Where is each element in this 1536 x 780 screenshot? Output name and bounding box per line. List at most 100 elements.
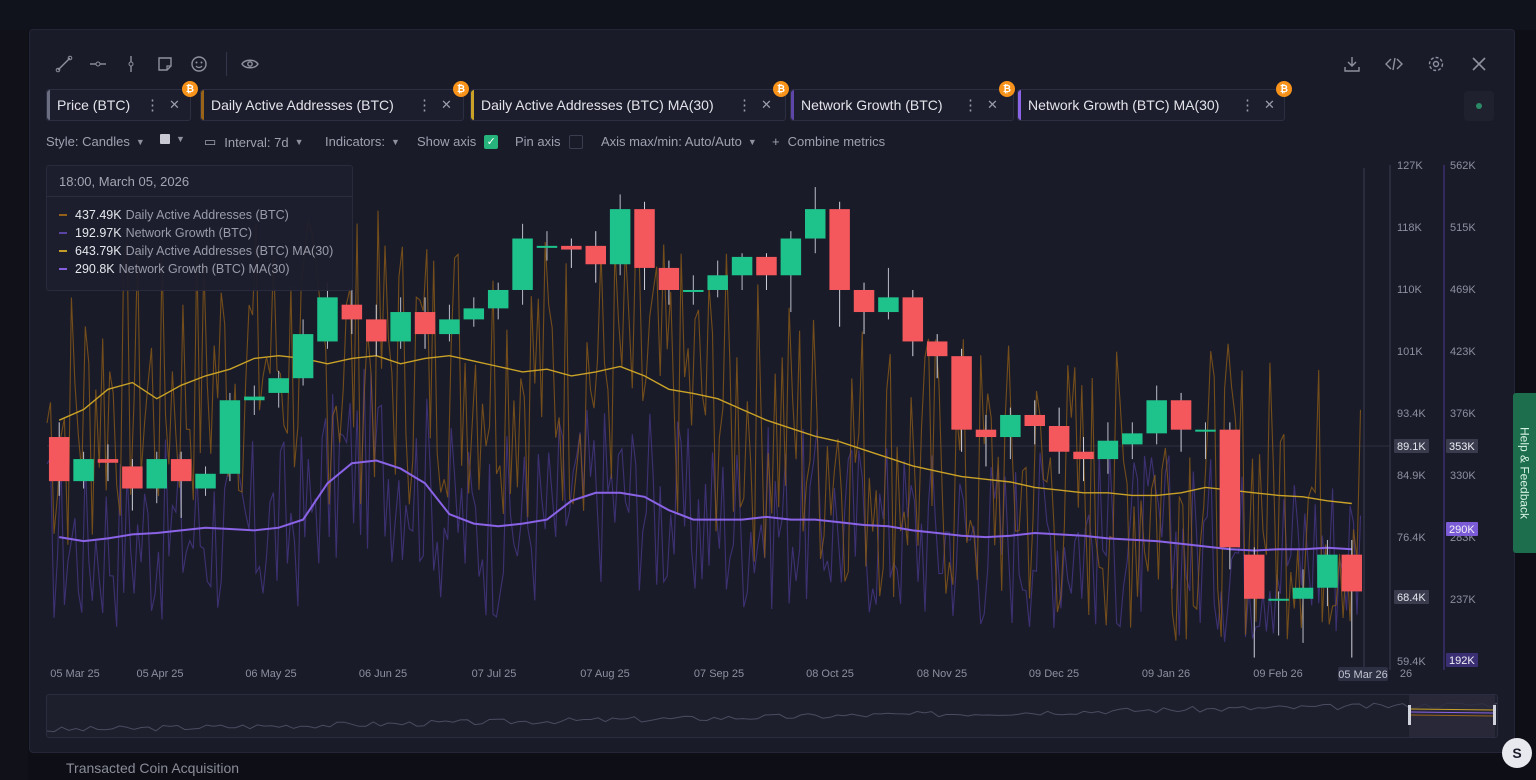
metric-chip[interactable]: Price (BTC) ⋮ ✕ ₿ xyxy=(46,81,198,121)
x-tick-label: 06 Jun 25 xyxy=(359,668,407,680)
metric-chip[interactable]: Network Growth (BTC) MA(30) ⋮ ✕ ₿ xyxy=(1017,81,1292,121)
tooltip-name: Daily Active Addresses (BTC) MA(30) xyxy=(125,244,334,258)
embed-code-icon[interactable] xyxy=(1382,52,1406,76)
tooltip-row: 437.49K Daily Active Addresses (BTC) xyxy=(59,208,289,222)
candle xyxy=(1097,440,1119,460)
tooltip-divider xyxy=(47,196,352,197)
vertical-line-icon[interactable] xyxy=(119,52,143,76)
emoji-icon[interactable] xyxy=(187,52,211,76)
remove-metric-icon[interactable]: ✕ xyxy=(761,97,772,112)
axis-maxmin-select[interactable]: Axis max/min: Auto/Auto ▼ xyxy=(601,134,757,149)
candle xyxy=(1146,400,1167,434)
pin-axis-label: Pin axis xyxy=(515,134,561,149)
chevron-down-icon: ▼ xyxy=(747,136,757,147)
indicators-select[interactable]: Indicators: ▼ xyxy=(325,134,400,149)
candle xyxy=(48,437,70,482)
more-icon[interactable]: ⋮ xyxy=(145,97,160,114)
price-axis-label: 101K xyxy=(1397,346,1423,358)
style-select[interactable]: Style: Candles ▼ xyxy=(46,134,145,149)
metric-label: Price (BTC) xyxy=(57,97,131,113)
download-icon[interactable] xyxy=(1340,52,1364,76)
candle xyxy=(97,459,119,463)
candle xyxy=(463,308,485,320)
network-marker-label: 353K xyxy=(1449,441,1475,453)
candle xyxy=(1048,425,1070,452)
settings-icon[interactable] xyxy=(1424,52,1448,76)
checkbox-unchecked-icon[interactable] xyxy=(568,134,583,149)
assistant-button[interactable]: S xyxy=(1502,738,1532,768)
network-axis-label: 376K xyxy=(1450,408,1476,420)
tooltip-name: Network Growth (BTC) MA(30) xyxy=(118,262,290,276)
navigator-handle[interactable] xyxy=(1493,705,1496,725)
interval-select[interactable]: ▭ Interval: 7d ▼ xyxy=(204,134,304,150)
close-icon[interactable] xyxy=(1467,52,1491,76)
candle xyxy=(1073,451,1094,460)
chart-canvas[interactable]: 05 Mar 25 05 Apr 25 06 May 25 06 Jun 25 07 J… xyxy=(30,30,1514,690)
candle xyxy=(731,256,753,276)
price-axis-label: 84.9K xyxy=(1397,470,1426,482)
tooltip-row: 643.79K Daily Active Addresses (BTC) MA(3… xyxy=(59,244,333,258)
candle xyxy=(683,289,704,292)
metric-color-bar xyxy=(201,90,204,120)
background-sidebar xyxy=(0,30,28,780)
line-tool-icon[interactable] xyxy=(52,52,76,76)
tooltip-value: 290.8K xyxy=(75,262,115,276)
metric-chip[interactable]: Daily Active Addresses (BTC) ⋮ ✕ ₿ xyxy=(200,81,469,121)
tooltip-swatch xyxy=(59,250,67,252)
remove-metric-icon[interactable]: ✕ xyxy=(441,97,452,112)
network-axis-label: 423K xyxy=(1450,346,1476,358)
remove-metric-icon[interactable]: ✕ xyxy=(1264,97,1275,112)
color-swatch xyxy=(160,134,170,144)
metric-label: Daily Active Addresses (BTC) xyxy=(211,97,394,113)
candle xyxy=(951,356,972,430)
tooltip-date: 18:00, March 05, 2026 xyxy=(59,174,190,189)
network-axis-label: 469K xyxy=(1450,284,1476,296)
price-axis-label: 76.4K xyxy=(1397,532,1426,544)
navigator-handle[interactable] xyxy=(1408,705,1411,725)
indicators-label: Indicators: xyxy=(325,134,385,149)
candle xyxy=(219,400,241,474)
candle xyxy=(926,341,948,357)
chart-modal: Price (BTC) ⋮ ✕ ₿ Daily Active Addresses… xyxy=(29,29,1515,753)
tooltip-swatch xyxy=(59,214,67,216)
range-navigator[interactable] xyxy=(46,694,1498,738)
more-icon[interactable]: ⋮ xyxy=(417,97,432,114)
note-icon[interactable] xyxy=(153,52,177,76)
tooltip-swatch xyxy=(59,232,67,234)
candle xyxy=(756,256,777,276)
live-indicator[interactable] xyxy=(1464,91,1494,121)
candle xyxy=(1000,414,1021,438)
background-text: Transacted Coin Acquisition xyxy=(66,760,240,776)
cursor-date-bg xyxy=(1338,667,1388,681)
metric-chip[interactable]: Daily Active Addresses (BTC) MA(30) ⋮ ✕ … xyxy=(470,81,789,121)
help-feedback-tab[interactable]: Help & Feedback xyxy=(1513,393,1536,553)
combine-metrics-button[interactable]: + Combine metrics xyxy=(772,134,885,149)
x-tick-label: 09 Feb 26 xyxy=(1253,668,1303,680)
x-tick-label: 05 Mar 25 xyxy=(50,668,100,680)
navigator-preview xyxy=(47,695,1497,737)
remove-metric-icon[interactable]: ✕ xyxy=(169,97,180,112)
more-icon[interactable]: ⋮ xyxy=(963,97,978,114)
show-axis-toggle[interactable]: Show axis ✓ xyxy=(417,134,499,149)
chart-tooltip: 18:00, March 05, 2026 437.49K Daily Activ… xyxy=(46,165,353,291)
network-marker-bg xyxy=(1446,653,1478,667)
daily-active-addresses-series xyxy=(46,210,1362,641)
candle xyxy=(1268,598,1289,601)
pin-axis-toggle[interactable]: Pin axis xyxy=(515,134,583,149)
candle xyxy=(292,334,314,379)
x-tick-label: 07 Aug 25 xyxy=(580,668,630,680)
price-marker-label: 89.1K xyxy=(1397,441,1426,453)
price-axis-label: 127K xyxy=(1397,160,1423,172)
horizontal-ray-icon[interactable] xyxy=(86,52,110,76)
more-icon[interactable]: ⋮ xyxy=(1240,97,1255,114)
more-icon[interactable]: ⋮ xyxy=(737,97,752,114)
checkbox-checked-icon[interactable]: ✓ xyxy=(484,134,499,149)
eye-icon[interactable] xyxy=(238,52,262,76)
metric-chip[interactable]: Network Growth (BTC) ⋮ ✕ ₿ xyxy=(790,81,1015,121)
remove-metric-icon[interactable]: ✕ xyxy=(987,97,998,112)
network-axis-label: 562K xyxy=(1450,160,1476,172)
candle xyxy=(341,304,363,320)
candle xyxy=(829,209,850,290)
color-select[interactable]: ▼ xyxy=(160,134,185,144)
network-growth-series xyxy=(46,368,1362,642)
